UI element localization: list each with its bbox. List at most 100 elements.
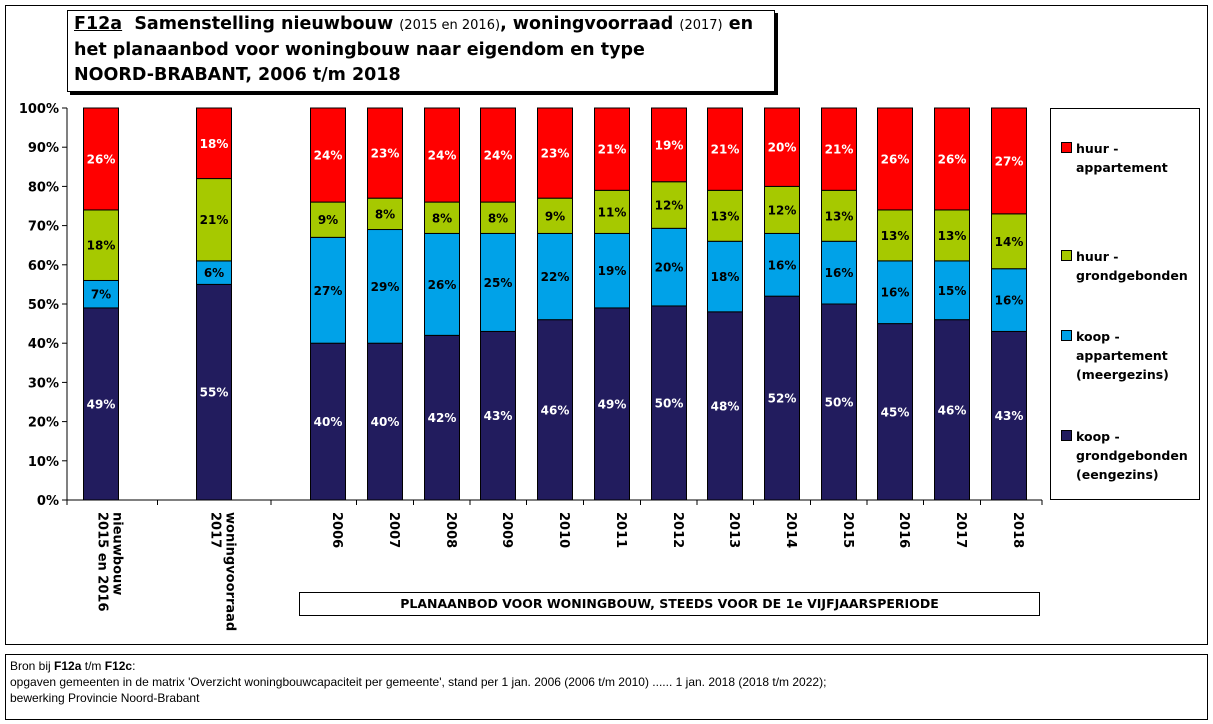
y-tick-label: 20% (28, 416, 59, 431)
bar-segment-huur_appartement (83, 107, 119, 211)
legend-swatch (1061, 142, 1072, 153)
x-category-label: 2017 (208, 512, 223, 548)
bar-segment-koop_appartement (310, 236, 346, 344)
bar-segment-huur_grondgebonden (651, 181, 687, 229)
data-label: 42% (428, 411, 457, 425)
bar-segment-huur_grondgebonden (821, 189, 857, 242)
bar-segment-koop_appartement (83, 279, 119, 309)
x-category-label: 2017 (953, 512, 968, 548)
data-label: 20% (655, 261, 684, 275)
x-category-label: 2012 (670, 512, 685, 548)
data-label: 43% (484, 409, 513, 423)
title-part2: , woningvoorraad (500, 14, 674, 34)
data-label: 16% (881, 286, 910, 300)
legend-swatch (1061, 430, 1072, 441)
bar-segment-koop_appartement (651, 227, 687, 307)
bar-segment-huur_appartement (764, 107, 800, 187)
bar-segment-huur_grondgebonden (310, 201, 346, 238)
data-label: 20% (768, 141, 797, 155)
data-label: 13% (938, 229, 967, 243)
bar-segment-huur_grondgebonden (934, 209, 970, 262)
chart-legend: huur - appartement huur - grondgebonden koop… (1050, 108, 1200, 500)
data-label: 9% (318, 213, 338, 227)
data-label: 19% (655, 138, 684, 152)
x-category-label: 2011 (613, 512, 628, 548)
data-label: 6% (204, 266, 224, 280)
data-label: 8% (432, 211, 452, 225)
data-label: 21% (711, 143, 740, 157)
data-label: 13% (825, 209, 854, 223)
bar-segment-koop_appartement (934, 260, 970, 321)
x-category-label: 2006 (329, 512, 344, 548)
y-tick-label: 50% (28, 298, 59, 313)
data-label: 21% (200, 213, 229, 227)
title-line-1: F12a Samenstelling nieuwbouw (2015 en 20… (74, 12, 768, 38)
data-label: 9% (545, 209, 565, 223)
x-category-label: 2013 (726, 512, 741, 548)
x-category-label: 2016 (896, 512, 911, 548)
bar-segment-koop_grondgebonden (424, 334, 460, 501)
data-label: 12% (768, 203, 797, 217)
bar-segment-huur_grondgebonden (594, 189, 630, 234)
data-label: 23% (541, 147, 570, 161)
bar-segment-koop_grondgebonden (821, 303, 857, 501)
bar-segment-koop_appartement (424, 232, 460, 336)
data-label: 22% (541, 270, 570, 284)
y-tick-label: 80% (28, 180, 59, 195)
legend-label: koop - appartement (meergezins) (1076, 329, 1169, 382)
data-label: 21% (825, 143, 854, 157)
x-category-label: 2008 (443, 512, 458, 548)
x-category-label: 2009 (499, 512, 514, 548)
data-label: 7% (91, 288, 111, 302)
legend-swatch (1061, 250, 1072, 261)
bar-segment-huur_appartement (424, 107, 460, 203)
y-tick-label: 10% (28, 455, 59, 470)
bar-segment-huur_grondgebonden (991, 213, 1027, 270)
data-label: 26% (428, 278, 457, 292)
data-label: 52% (768, 392, 797, 406)
x-category-label: nieuwbouw (110, 512, 125, 595)
data-label: 16% (825, 266, 854, 280)
bar-segment-huur_grondgebonden (83, 209, 119, 281)
data-label: 11% (598, 205, 627, 219)
bar-segment-koop_appartement (991, 268, 1027, 332)
bar-segment-koop_appartement (764, 232, 800, 297)
bar-segment-huur_grondgebonden (764, 185, 800, 234)
y-tick-label: 90% (28, 141, 59, 156)
data-label: 48% (711, 399, 740, 413)
footnote-line-3: bewerking Provincie Noord-Brabant (10, 691, 200, 705)
bar-segment-koop_grondgebonden (83, 307, 119, 501)
y-tick-label: 70% (28, 220, 59, 235)
x-category-label: 2015 (840, 512, 855, 548)
y-tick-label: 100% (19, 102, 59, 117)
data-label: 13% (881, 229, 910, 243)
bar-segment-huur_appartement (310, 107, 346, 203)
bar-segment-huur_appartement (651, 107, 687, 183)
legend-label: huur - appartement (1076, 141, 1168, 175)
data-label: 49% (87, 397, 116, 411)
plan-label: PLANAANBOD VOOR WONINGBOUW, STEEDS VOOR … (299, 592, 1040, 616)
data-label: 43% (995, 409, 1024, 423)
bar-segment-huur_appartement (991, 107, 1027, 215)
x-category-label: 2007 (386, 512, 401, 548)
bar-segment-huur_grondgebonden (480, 201, 516, 234)
data-label: 24% (314, 149, 343, 163)
bar-segment-huur_grondgebonden (707, 189, 743, 242)
data-label: 12% (655, 199, 684, 213)
bar-segment-huur_grondgebonden (424, 201, 460, 234)
data-label: 25% (484, 276, 513, 290)
bar-segment-huur_appartement (480, 107, 516, 203)
data-label: 13% (711, 209, 740, 223)
title-line-2: het planaanbod voor woningbouw naar eige… (74, 40, 645, 60)
y-tick-label: 60% (28, 259, 59, 274)
data-label: 16% (995, 294, 1024, 308)
bar-segment-huur_appartement (367, 107, 403, 199)
title-line-3: NOORD-BRABANT, 2006 t/m 2018 (74, 65, 401, 85)
bar-segment-huur_appartement (821, 107, 857, 191)
bar-segment-huur_appartement (707, 107, 743, 191)
data-label: 21% (598, 143, 627, 157)
data-label: 26% (881, 152, 910, 166)
footnote-line-1: Bron bij F12a t/m F12c: (10, 659, 136, 673)
data-label: 26% (938, 152, 967, 166)
data-label: 45% (881, 405, 910, 419)
